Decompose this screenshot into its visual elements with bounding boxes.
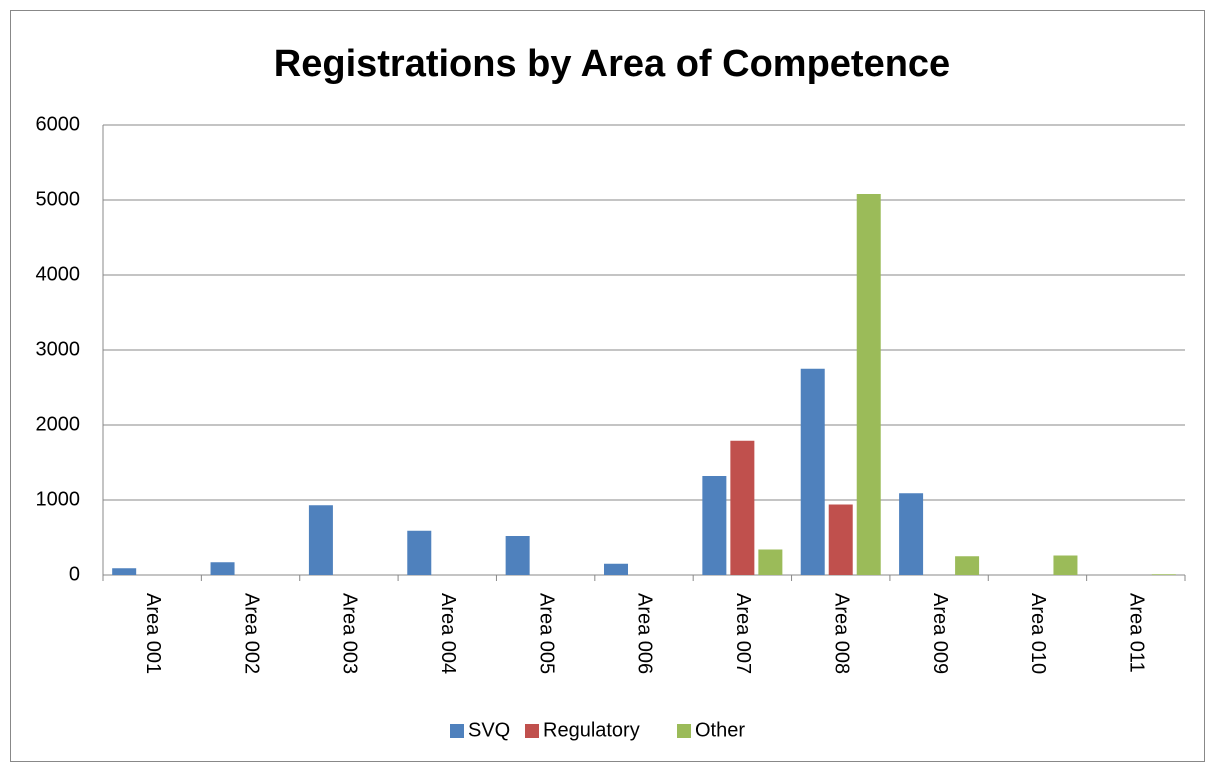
legend-swatch (525, 724, 539, 738)
x-tick-label: Area 002 (240, 593, 262, 674)
x-tick-label: Area 004 (437, 593, 459, 674)
bar (828, 504, 853, 575)
bar (730, 440, 755, 575)
bar (604, 563, 628, 575)
y-tick-label: 1000 (36, 488, 81, 510)
bar (308, 505, 333, 575)
x-tick-label: Area 001 (142, 593, 164, 674)
x-tick-label: Area 006 (634, 593, 656, 674)
bar (702, 476, 727, 575)
y-tick-label: 0 (69, 563, 80, 585)
x-tick-label: Area 009 (929, 593, 951, 674)
x-tick-label: Area 008 (830, 593, 852, 674)
y-tick-label: 2000 (36, 413, 81, 435)
bar (899, 493, 924, 575)
bar (800, 368, 825, 575)
legend-label: Regulatory (543, 719, 640, 741)
bar (758, 549, 783, 575)
x-tick-label: Area 010 (1027, 593, 1049, 674)
chart-frame (10, 10, 1205, 762)
y-tick-label: 5000 (36, 188, 81, 210)
legend-label: SVQ (468, 719, 510, 741)
x-tick-label: Area 003 (339, 593, 361, 674)
x-tick-label: Area 011 (1126, 593, 1148, 673)
bar (955, 556, 980, 575)
x-tick-label: Area 005 (535, 593, 557, 674)
y-tick-label: 4000 (36, 263, 81, 285)
y-tick-label: 6000 (36, 113, 81, 135)
bar (1053, 555, 1078, 575)
x-tick-label: Area 007 (732, 593, 754, 674)
bar (856, 194, 881, 575)
bar (210, 562, 235, 575)
bar (407, 530, 432, 575)
bar (1151, 574, 1176, 575)
y-tick-label: 3000 (36, 338, 81, 360)
chart-title: Registrations by Area of Competence (274, 43, 950, 85)
bar (505, 536, 530, 575)
legend-label: Other (695, 719, 745, 741)
legend-swatch (677, 724, 691, 738)
legend-swatch (450, 724, 464, 738)
bar (112, 568, 137, 575)
